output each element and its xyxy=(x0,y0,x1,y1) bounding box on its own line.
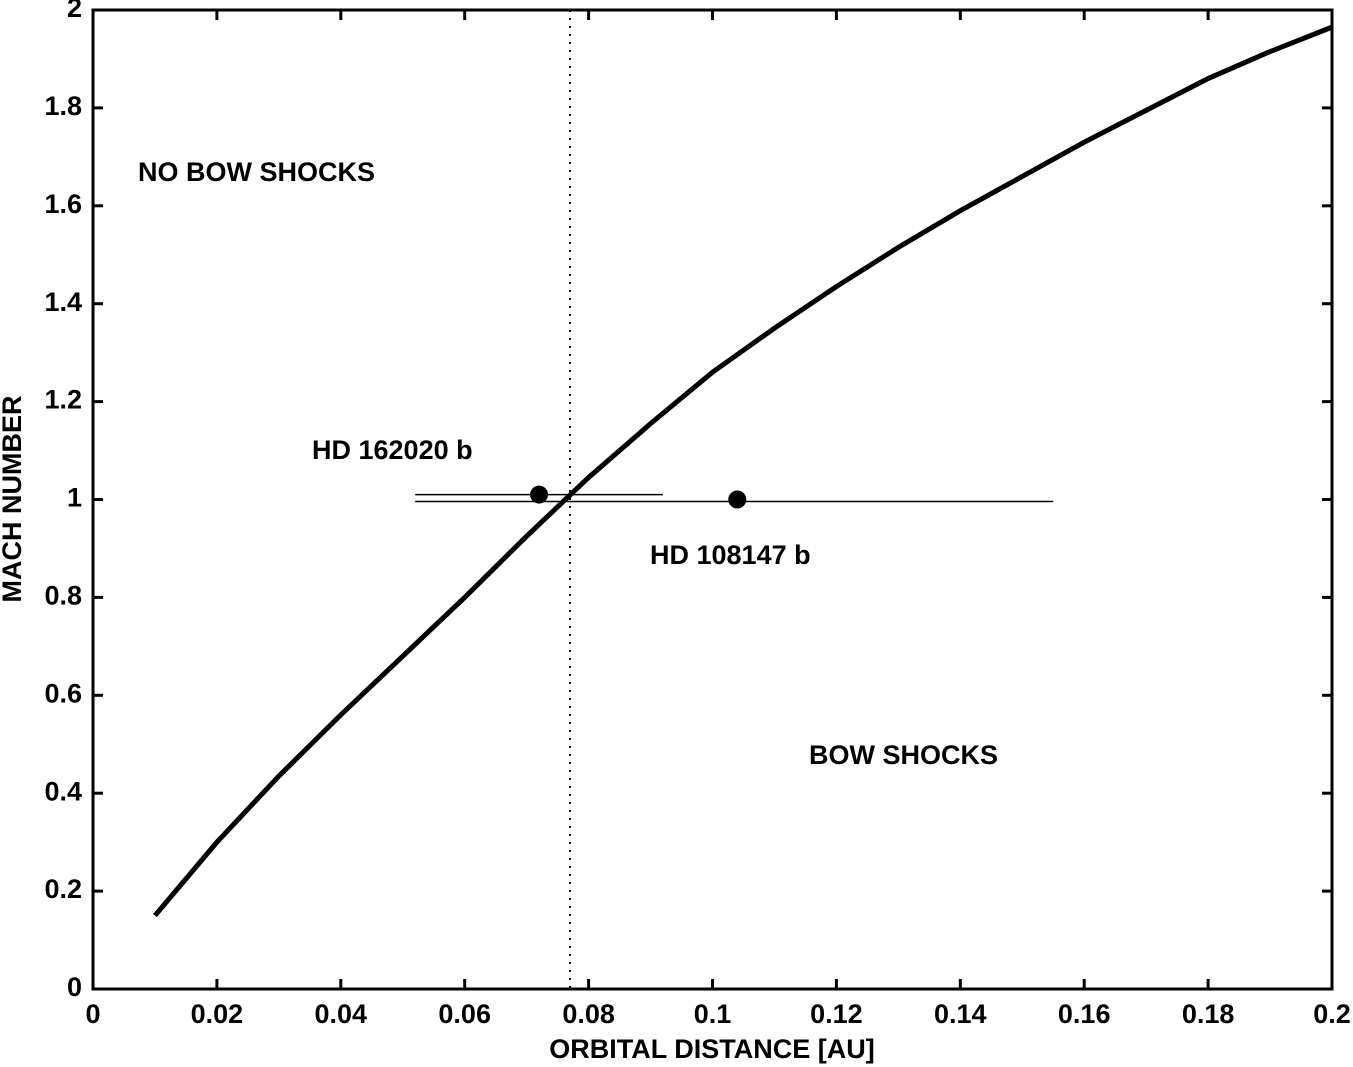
planet-label: HD 108147 b xyxy=(650,540,811,570)
planet-label: HD 162020 b xyxy=(312,435,473,465)
y-tick-label: 1.4 xyxy=(44,287,82,317)
y-tick-label: 0 xyxy=(67,972,82,1002)
planet-point xyxy=(728,490,747,509)
plot-frame xyxy=(91,8,1334,991)
x-tick-label: 0.1 xyxy=(694,999,732,1029)
mach-curve xyxy=(153,24,1333,918)
y-tick-label: 1.2 xyxy=(44,385,82,415)
x-tick-label: 0.04 xyxy=(315,999,368,1029)
x-axis-label: ORBITAL DISTANCE [AU] xyxy=(549,1034,874,1064)
y-tick-label: 1.6 xyxy=(44,189,82,219)
x-tick-label: 0 xyxy=(85,999,100,1029)
y-tick-label: 0.8 xyxy=(44,581,82,611)
x-tick-label: 0.06 xyxy=(438,999,491,1029)
region-annotation: BOW SHOCKS xyxy=(809,740,998,770)
x-tick-label: 0.14 xyxy=(934,999,987,1029)
x-tick-label: 0.02 xyxy=(191,999,244,1029)
planet-point xyxy=(530,485,549,504)
x-tick-label: 0.2 xyxy=(1313,999,1351,1029)
x-tick-label: 0.16 xyxy=(1058,999,1111,1029)
x-tick-label: 0.08 xyxy=(562,999,615,1029)
region-annotation: NO BOW SHOCKS xyxy=(138,157,375,187)
y-tick-label: 1 xyxy=(67,483,82,513)
y-tick-label: 0.2 xyxy=(44,874,82,904)
y-tick-label: 1.8 xyxy=(44,91,82,121)
y-axis-label: MACH NUMBER xyxy=(0,396,27,603)
x-tick-label: 0.18 xyxy=(1182,999,1235,1029)
x-tick-label: 0.12 xyxy=(810,999,863,1029)
y-tick-label: 0.4 xyxy=(44,776,82,806)
y-tick-label: 2 xyxy=(67,0,82,23)
y-tick-label: 0.6 xyxy=(44,678,82,708)
